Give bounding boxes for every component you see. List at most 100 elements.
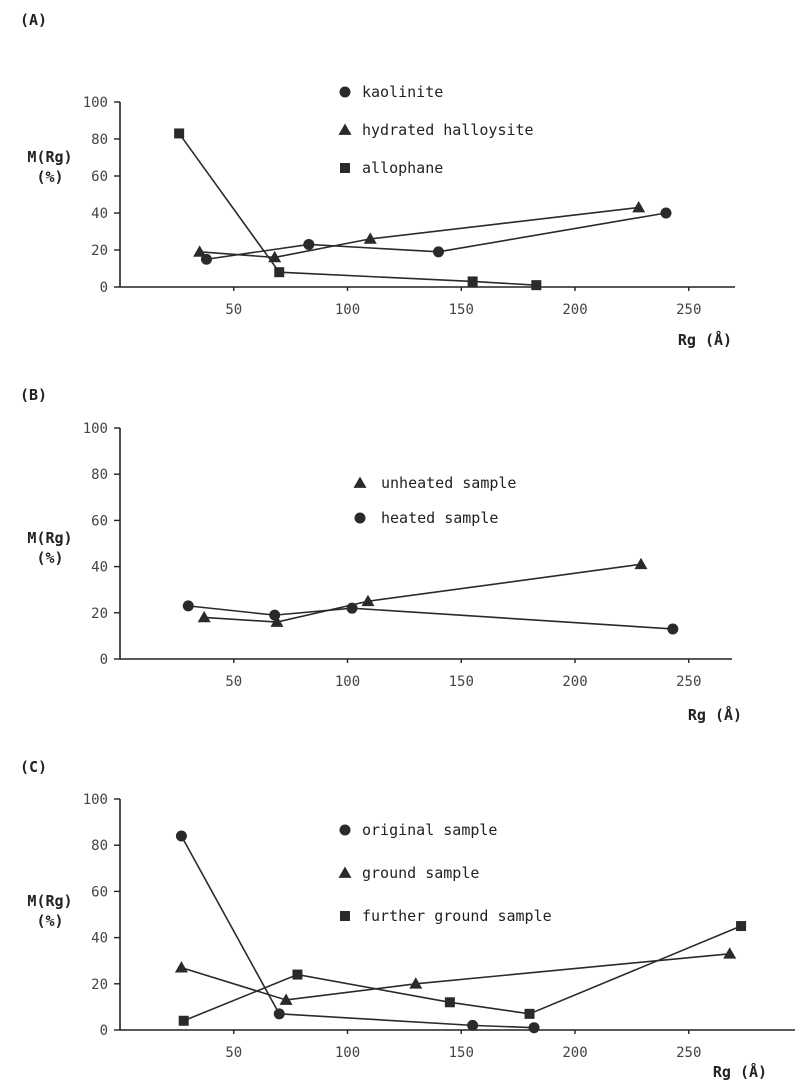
panel-3: (C) 0 20 40 60 80 100 50 100 150 200 250 M(Rg) (%) Rg …: [20, 758, 795, 1081]
series-unheated-sample: [197, 557, 648, 627]
data-point-triangle: [174, 961, 188, 973]
y-tick-label: 60: [91, 884, 108, 900]
x-tick-label: 250: [676, 674, 701, 690]
series-heated-sample: [182, 600, 679, 635]
y-tick-label: 80: [91, 132, 108, 148]
data-point-circle: [273, 1008, 285, 1020]
series-line: [204, 563, 642, 623]
legend-entry: unheated sample: [381, 474, 516, 492]
data-point-circle: [660, 207, 672, 219]
data-point-circle: [303, 238, 315, 250]
panel-label: (B): [20, 386, 47, 404]
data-point-square: [736, 921, 747, 932]
series-line: [183, 925, 742, 1022]
data-point-triangle: [279, 993, 293, 1005]
series-hydrated-halloysite: [193, 200, 646, 263]
data-point-circle: [467, 1019, 479, 1031]
series-further-ground-sample: [178, 921, 747, 1026]
series-allophane: [174, 128, 542, 291]
data-point-square: [174, 128, 185, 139]
data-point-square: [178, 1015, 189, 1026]
legend-entry: original sample: [362, 821, 497, 839]
series-line: [206, 212, 667, 261]
panel-label: (C): [20, 758, 47, 776]
x-tick-label: 150: [449, 1045, 474, 1061]
series-line: [181, 952, 730, 1001]
y-tick-label: 80: [91, 467, 108, 483]
series-line: [180, 835, 535, 1029]
y-tick-label: 60: [91, 169, 108, 185]
y-axis-label: M(Rg): [27, 529, 72, 547]
x-tick-label: 250: [676, 302, 701, 318]
x-tick-label: 50: [225, 1045, 242, 1061]
legend-entry: hydrated halloysite: [362, 121, 534, 139]
panel-2: (B) 0 20 40 60 80 100 50 100 150 200 250 M(Rg) (%) Rg …: [20, 386, 742, 724]
data-point-triangle: [723, 947, 737, 959]
data-point-triangle: [270, 615, 284, 627]
x-axis-label: Rg (Å): [678, 330, 732, 349]
legend-entry: further ground sample: [362, 907, 552, 925]
legend-entry: allophane: [362, 159, 443, 177]
y-tick-label: 60: [91, 513, 108, 529]
x-tick-label: 150: [449, 674, 474, 690]
y-axis-label-unit: (%): [36, 549, 63, 567]
y-tick-label: 40: [91, 560, 108, 576]
data-point-circle: [528, 1022, 540, 1034]
legend-marker-triangle: [338, 866, 352, 878]
series-line: [199, 206, 639, 259]
data-point-square: [531, 280, 542, 291]
legend-marker-square: [340, 163, 350, 173]
x-tick-label: 100: [335, 674, 360, 690]
data-point-circle: [182, 600, 194, 612]
x-tick-label: 200: [562, 674, 587, 690]
panel-1: (A) 0 20 40 60 80 100 50 100 150 200 250 M(Rg) (%) Rg …: [20, 11, 735, 349]
y-tick-label: 20: [91, 606, 108, 622]
y-tick-label: 20: [91, 977, 108, 993]
y-tick-label: 0: [100, 280, 108, 296]
y-tick-label: 0: [100, 652, 108, 668]
y-tick-label: 40: [91, 931, 108, 947]
data-point-square: [274, 267, 285, 278]
x-tick-label: 50: [225, 302, 242, 318]
legend-entry: heated sample: [381, 509, 498, 527]
data-point-triangle: [268, 250, 282, 263]
y-axis-label: M(Rg): [27, 148, 72, 166]
x-tick-label: 200: [562, 1045, 587, 1061]
data-point-circle: [175, 830, 187, 842]
data-point-square: [524, 1008, 535, 1019]
data-point-triangle: [361, 594, 375, 607]
x-tick-label: 100: [335, 302, 360, 318]
y-tick-label: 20: [91, 243, 108, 259]
data-point-square: [467, 276, 478, 287]
legend-marker-circle: [354, 512, 366, 524]
x-tick-label: 100: [335, 1045, 360, 1061]
data-point-circle: [269, 609, 281, 621]
legend-marker-square: [340, 911, 350, 921]
legend-entry: kaolinite: [362, 83, 443, 101]
series-original-sample: [175, 830, 540, 1034]
data-point-circle: [346, 602, 358, 614]
x-axis-label: Rg (Å): [688, 705, 742, 724]
y-tick-label: 40: [91, 206, 108, 222]
data-point-triangle: [197, 610, 211, 623]
x-tick-label: 50: [225, 674, 242, 690]
y-tick-label: 100: [83, 95, 108, 111]
y-tick-label: 80: [91, 838, 108, 854]
data-point-triangle: [632, 200, 646, 213]
data-point-triangle: [363, 232, 377, 244]
data-point-square: [444, 997, 455, 1008]
y-axis-label-unit: (%): [36, 168, 63, 186]
series-ground-sample: [174, 947, 737, 1005]
x-axis-label: Rg (Å): [713, 1062, 767, 1081]
y-tick-label: 100: [83, 792, 108, 808]
series-kaolinite: [200, 207, 672, 265]
legend-marker-circle: [339, 824, 351, 836]
y-tick-label: 100: [83, 421, 108, 437]
legend-marker-triangle: [338, 123, 352, 135]
series-line: [178, 132, 537, 286]
y-axis-label: M(Rg): [27, 892, 72, 910]
data-point-triangle: [193, 245, 207, 257]
data-point-circle: [667, 623, 679, 635]
legend-marker-circle: [339, 86, 351, 98]
